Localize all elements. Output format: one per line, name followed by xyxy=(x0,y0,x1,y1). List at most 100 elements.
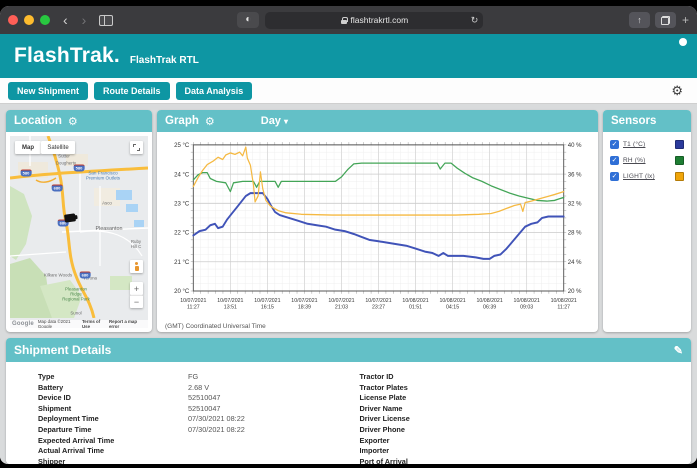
reload-icon[interactable]: ↻ xyxy=(470,14,479,25)
new-tab-button[interactable]: + xyxy=(681,13,689,27)
location-gear-icon[interactable]: ⚙ xyxy=(67,115,78,128)
shipment-field-row: Deployment Time 07/30/2021 08:22 xyxy=(38,414,360,425)
sensors-title: Sensors xyxy=(611,115,657,127)
sidebar-icon[interactable] xyxy=(99,14,114,26)
graph-panel: Graph ⚙ Day ▾ 10/07/2021 11:27 10/07/2021 13… xyxy=(157,110,598,332)
sensor-row: ✓ RH (%) xyxy=(610,156,684,165)
zoom-window-button[interactable] xyxy=(40,15,50,25)
route-details-button[interactable]: Route Details xyxy=(94,81,170,100)
privacy-report-icon[interactable]: ◐ xyxy=(237,12,260,28)
graph-gear-icon[interactable]: ⚙ xyxy=(204,115,215,128)
svg-text:40 %: 40 % xyxy=(568,142,582,149)
graph-body: 10/07/2021 11:27 10/07/2021 13:51 10/07/2021… xyxy=(157,132,598,332)
sensor-checkbox[interactable]: ✓ xyxy=(610,172,619,181)
fullscreen-icon[interactable] xyxy=(130,141,143,154)
map-zoom-in-button[interactable]: + xyxy=(130,282,143,295)
map-type-button[interactable]: Map xyxy=(15,141,41,154)
field-label: Type xyxy=(38,372,55,381)
shipment-field-row: Importer xyxy=(360,446,682,457)
shipment-field-row: Port of Arrival xyxy=(360,457,682,464)
map-attribution: Google Map data ©2021 Google Terms of Us… xyxy=(10,319,148,328)
svg-text:20 °C: 20 °C xyxy=(174,287,190,295)
shipment-field-row: Battery 2.68 V xyxy=(38,383,360,394)
interstate-shield-icon: 680 xyxy=(51,184,63,192)
flashtrak-logo: FlashTrak. xyxy=(14,44,120,67)
shipment-body: Type FG Battery 2.68 V Device ID 52510047 Ship… xyxy=(6,362,691,464)
shipment-field-row: Actual Arrival Time xyxy=(38,446,360,457)
share-icon[interactable]: ↑ xyxy=(628,12,650,28)
shipment-field-row: Tractor ID xyxy=(360,372,682,383)
google-map[interactable]: Sutter Dougherty San Francisco Premium Out… xyxy=(10,136,148,328)
location-panel-header: Location ⚙ xyxy=(6,110,152,132)
sensor-checkbox[interactable]: ✓ xyxy=(610,156,619,165)
new-shipment-button[interactable]: New Shipment xyxy=(8,81,89,100)
sensor-color-swatch xyxy=(675,172,684,181)
graph-panel-header: Graph ⚙ Day ▾ xyxy=(157,110,598,132)
sensor-label[interactable]: LIGHT (lx) xyxy=(623,173,655,180)
field-label: Deployment Time xyxy=(38,414,99,424)
svg-text:23 °C: 23 °C xyxy=(174,199,190,207)
settings-gear-icon[interactable]: ⚙ xyxy=(671,82,683,98)
interstate-shield-icon: 680 xyxy=(57,219,69,227)
svg-text:20 %: 20 % xyxy=(568,288,582,295)
svg-text:28 %: 28 % xyxy=(568,230,582,237)
field-label: License Plate xyxy=(359,393,407,403)
shipment-field-row: Departure Time 07/30/2021 08:22 xyxy=(38,425,360,436)
data-analysis-button[interactable]: Data Analysis xyxy=(175,81,253,100)
sensor-label[interactable]: T1 (°C) xyxy=(623,141,646,148)
field-label: Driver License xyxy=(359,414,410,424)
sensor-row: ✓ T1 (°C) xyxy=(610,140,684,149)
sensors-panel-header: Sensors xyxy=(603,110,691,132)
browser-window: ‹ › ◐ flashtrakrtl.com ↻ ↑ + FlashTrak. … xyxy=(0,6,697,464)
minimize-window-button[interactable] xyxy=(24,15,34,25)
field-value: 07/30/2021 08:22 xyxy=(188,414,245,424)
sensor-color-swatch xyxy=(675,156,684,165)
sensor-label[interactable]: RH (%) xyxy=(623,157,646,164)
edit-pencil-icon[interactable]: ✎ xyxy=(673,344,683,357)
field-label: Shipper xyxy=(38,456,66,464)
field-value: FG xyxy=(188,372,199,381)
close-window-button[interactable] xyxy=(8,15,18,25)
address-bar[interactable]: flashtrakrtl.com ↻ xyxy=(265,11,484,29)
sensor-checkbox[interactable]: ✓ xyxy=(610,140,619,149)
shipment-field-row: Type FG xyxy=(38,372,360,383)
truck-marker[interactable] xyxy=(63,213,77,223)
shipment-left-column: Type FG Battery 2.68 V Device ID 52510047 Ship… xyxy=(38,372,360,464)
user-icon[interactable] xyxy=(679,38,687,46)
shipment-field-row: Driver License xyxy=(360,414,682,425)
svg-text:22 °C: 22 °C xyxy=(174,228,190,236)
map-zoom-out-button[interactable]: − xyxy=(130,295,143,308)
sensors-panel: Sensors ✓ T1 (°C) ✓ RH (%) ✓ LIGHT (lx) xyxy=(603,110,691,332)
url-text: flashtrakrtl.com xyxy=(350,15,409,25)
forward-button[interactable]: › xyxy=(81,12,87,28)
svg-text:24 °C: 24 °C xyxy=(174,170,190,178)
range-selector-dropdown[interactable]: Day ▾ xyxy=(260,115,288,127)
sensor-chart[interactable]: 10/07/2021 11:27 10/07/2021 13:51 10/07/2021… xyxy=(159,136,596,322)
graph-title: Graph xyxy=(165,115,199,127)
report-error-link[interactable]: Report a map error xyxy=(108,319,138,328)
shipment-field-row: Exporter xyxy=(360,436,682,447)
svg-text:24 %: 24 % xyxy=(568,259,582,266)
field-label: Actual Arrival Time xyxy=(38,446,105,456)
location-title: Location xyxy=(14,115,62,127)
shipment-field-row: Shipment 52510047 xyxy=(38,404,360,415)
terms-link[interactable]: Terms of Use xyxy=(81,319,101,328)
field-label: Device ID xyxy=(38,393,71,403)
svg-text:36 %: 36 % xyxy=(568,171,582,178)
field-label: Tractor ID xyxy=(359,372,394,381)
shipment-field-row: Tractor Plates xyxy=(360,383,682,394)
app-header: FlashTrak. FlashTrak RTL xyxy=(0,34,697,78)
back-button[interactable]: ‹ xyxy=(63,12,68,28)
satellite-type-button[interactable]: Satellite xyxy=(41,141,75,154)
shipment-field-row: Shipper xyxy=(38,457,360,464)
lock-icon xyxy=(340,16,348,24)
pegman-icon[interactable] xyxy=(130,260,143,273)
tabs-overview-icon[interactable] xyxy=(654,12,676,28)
field-value: 07/30/2021 08:22 xyxy=(188,424,245,434)
field-value: 2.68 V xyxy=(188,382,210,392)
